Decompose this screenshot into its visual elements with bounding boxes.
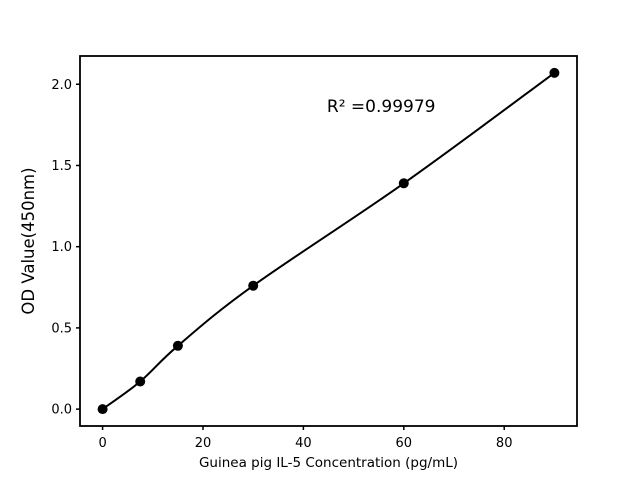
data-point bbox=[172, 340, 183, 351]
x-axis-label: Guinea pig IL-5 Concentration (pg/mL) bbox=[199, 455, 458, 471]
y-tick-label: 2.0 bbox=[51, 78, 72, 93]
y-axis-label: OD Value(450nm) bbox=[19, 167, 38, 314]
data-point bbox=[135, 376, 146, 387]
data-point bbox=[549, 67, 560, 78]
fit-line bbox=[101, 71, 556, 411]
x-tick-label: 0 bbox=[98, 436, 106, 451]
y-tick-label: 0.5 bbox=[51, 321, 72, 336]
r-squared-annotation: R² =0.99979 bbox=[327, 97, 436, 117]
y-tick-label: 1.0 bbox=[51, 240, 72, 255]
x-tick-label: 40 bbox=[295, 436, 312, 451]
plot-border bbox=[79, 55, 578, 427]
data-point bbox=[97, 404, 108, 415]
y-tick-label: 0.0 bbox=[51, 403, 72, 418]
x-tick-label: 60 bbox=[396, 436, 413, 451]
data-point bbox=[398, 178, 409, 189]
y-tick-label: 1.5 bbox=[51, 159, 72, 174]
x-tick-label: 80 bbox=[496, 436, 513, 451]
data-point bbox=[248, 280, 259, 291]
x-tick-label: 20 bbox=[195, 436, 212, 451]
